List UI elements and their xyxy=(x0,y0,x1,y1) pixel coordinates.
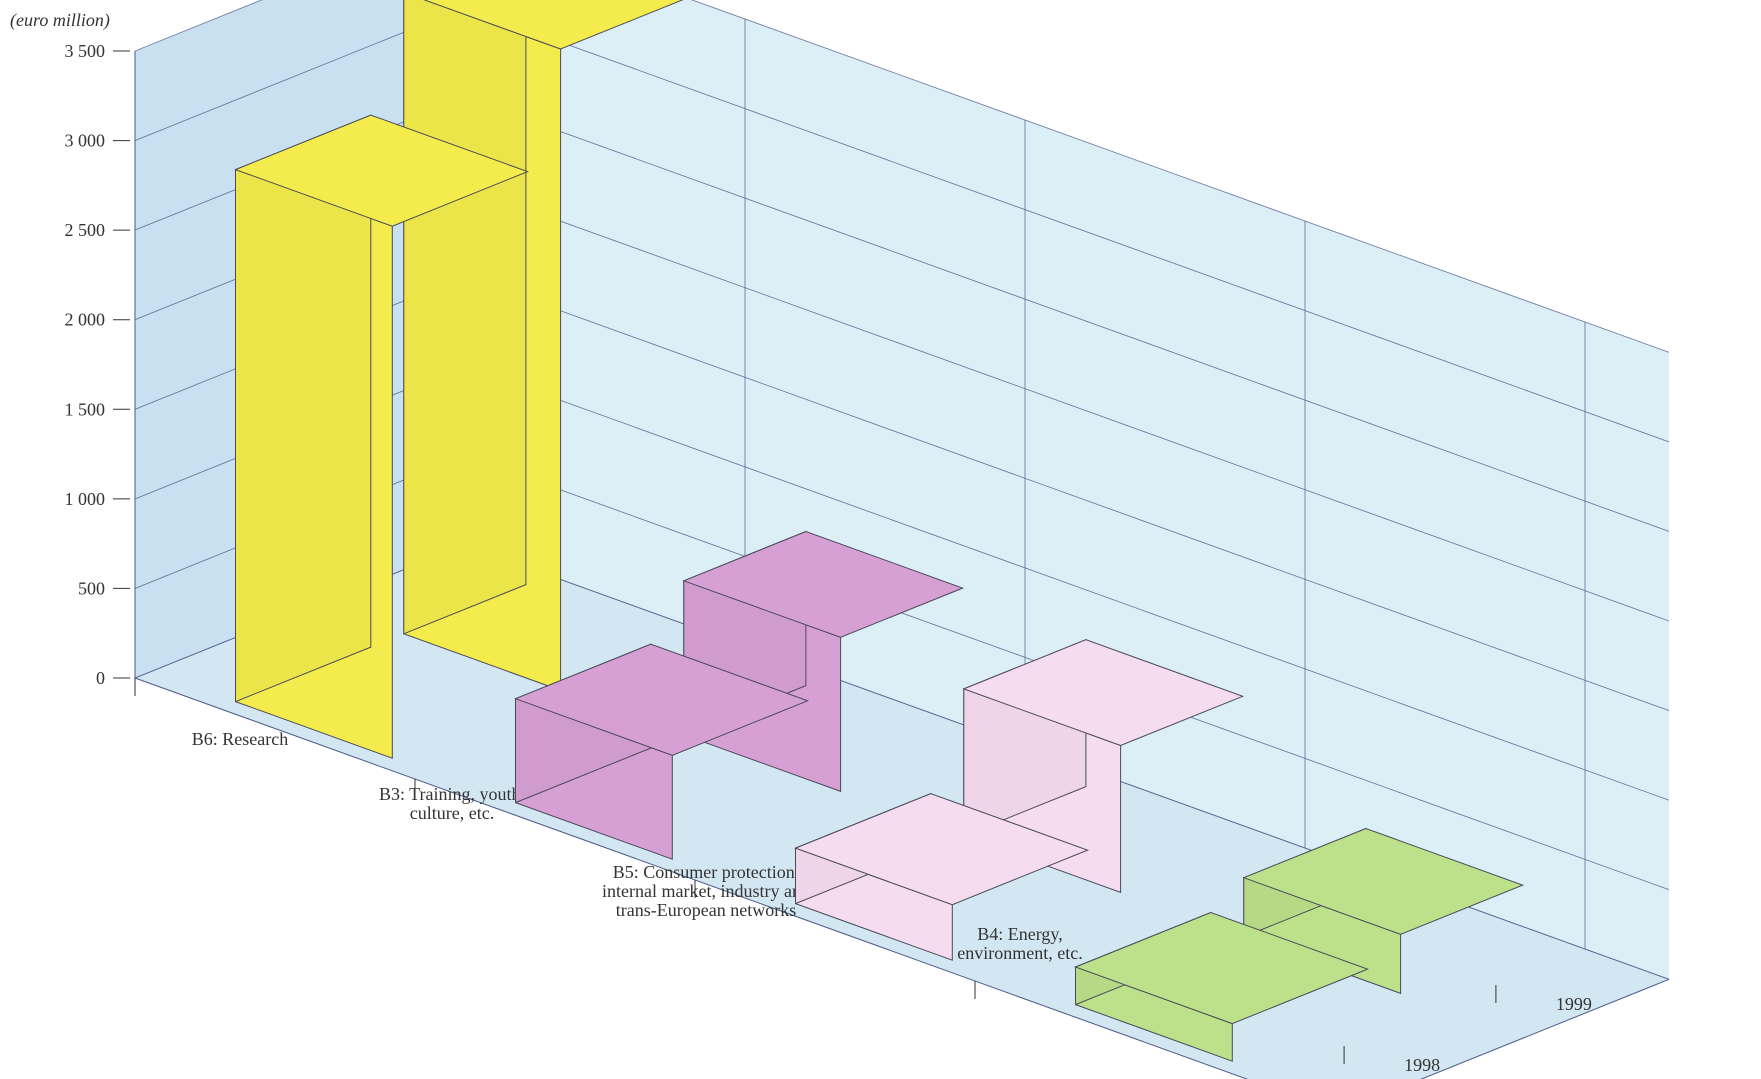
bar-1999-4 xyxy=(1242,827,1525,995)
bar-top-face xyxy=(1242,827,1525,935)
series-axis: 1998 1999 xyxy=(1343,984,1592,1075)
x-category-label: B3: Training, youth, xyxy=(379,784,525,804)
y-tick-label: 2 000 xyxy=(65,310,106,330)
bar-side-face xyxy=(403,0,527,635)
y-tick-label: 1 500 xyxy=(65,399,106,419)
y-tick-label: 3 000 xyxy=(65,131,106,151)
bar-top-face xyxy=(962,639,1245,747)
x-category-label: B5: Consumer protection, xyxy=(613,862,799,882)
z-axis-line xyxy=(1420,978,1670,1079)
bar-top-face xyxy=(234,114,530,227)
bar-1998-4 xyxy=(1074,911,1370,1062)
x-category-label: B4: Energy, xyxy=(977,924,1063,944)
bar-top-face xyxy=(1074,911,1370,1025)
bar-1998-3 xyxy=(794,792,1090,961)
bars xyxy=(234,0,1525,1062)
bar-top-face xyxy=(794,793,1090,906)
y-tick-label: 500 xyxy=(78,578,105,598)
gridline-7 xyxy=(134,0,1670,353)
y-tick-label: 1 000 xyxy=(65,489,106,509)
x-category-label: internal market, industry and xyxy=(602,881,810,901)
back-wall xyxy=(465,0,1669,980)
x-axis-line xyxy=(134,677,1249,1079)
y-tick-label: 0 xyxy=(96,668,105,688)
bar-top-face xyxy=(682,530,965,638)
x-axis: B6: Research B3: Training, youth,culture,… xyxy=(134,678,1083,999)
bar-1998-1 xyxy=(234,114,530,759)
y-unit-label: (euro million) xyxy=(10,10,110,31)
series-label: 1998 xyxy=(1404,1055,1440,1075)
y-tick-label: 2 500 xyxy=(65,220,106,240)
x-category-label: B6: Research xyxy=(192,729,288,749)
y-tick-label: 3 500 xyxy=(65,41,106,61)
y-axis: (euro million) 0 500 1 000 1 500 2 000 2 500 3 … xyxy=(10,10,130,688)
series-label: 1999 xyxy=(1556,994,1592,1014)
bar-top-face xyxy=(514,643,810,756)
x-category-label: culture, etc. xyxy=(410,803,494,823)
bar-1999-2 xyxy=(682,530,965,793)
bar-top-face xyxy=(423,0,684,50)
x-category-label: trans-European networks xyxy=(616,900,796,920)
x-category-label: environment, etc. xyxy=(957,943,1082,963)
bar-1998-2 xyxy=(514,643,810,860)
